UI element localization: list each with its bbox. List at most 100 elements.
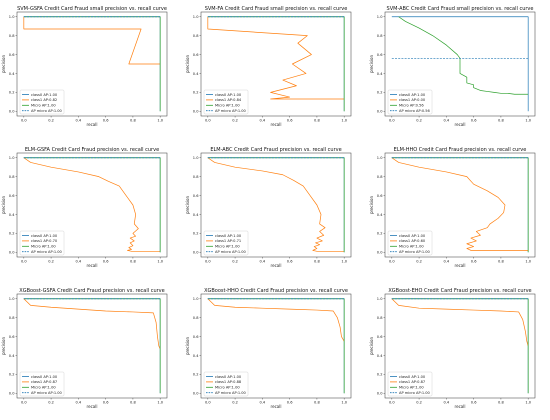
legend-entry: class1 AP:0.71 — [215, 239, 241, 243]
legend-entry: class1 AP:0.87 — [31, 380, 57, 384]
x-tick-label: 0.8 — [314, 119, 320, 123]
x-tick-label: 0.0 — [205, 119, 211, 123]
axes-frame — [200, 11, 352, 117]
axes-frame — [384, 152, 536, 258]
legend-entry: class0 AP:1.00 — [399, 234, 426, 238]
x-tick-label: 0.0 — [389, 401, 395, 405]
x-axis-label: recall — [271, 263, 282, 268]
legend-entry: AP micro AP:1.00 — [399, 250, 431, 254]
axes-frame — [200, 293, 352, 399]
x-axis-label: recall — [455, 263, 466, 268]
y-axis-label: precision — [1, 55, 6, 74]
y-tick-label: 0.2 — [193, 373, 199, 377]
x-tick-label: 0.6 — [471, 401, 477, 405]
legend-box — [387, 371, 433, 397]
x-tick-label: 1.0 — [157, 119, 163, 123]
y-tick-label: 0.0 — [9, 392, 15, 396]
x-axis-label: recall — [271, 404, 282, 409]
axes-frame — [384, 293, 536, 399]
x-tick-label: 1.0 — [525, 119, 531, 123]
legend-entry: class1 AP:0.88 — [215, 380, 242, 384]
y-tick-label: 0.2 — [9, 232, 15, 236]
x-tick-label: 0.4 — [444, 119, 450, 123]
series-line-1 — [23, 157, 161, 252]
y-tick-label: 0.4 — [193, 72, 199, 76]
x-axis-label: recall — [455, 404, 466, 409]
y-tick-label: 0.4 — [377, 213, 383, 217]
panel-svm-abc: SVM-ABC Credit Card Fraud small precisio… — [369, 6, 536, 127]
y-axis-label: precision — [369, 337, 374, 356]
panel-xgboost-gsfa: XGBoost-GSFA Credit Card Fraud precision… — [1, 288, 168, 409]
y-tick-label: 1.0 — [9, 156, 15, 160]
panel-title: SVM-FA Credit Card Fraud small precision… — [205, 6, 348, 12]
legend-entry: Micro AP:1.00 — [215, 104, 240, 108]
x-tick-label: 0.0 — [205, 260, 211, 264]
series-line-1 — [207, 157, 345, 252]
x-tick-label: 0.8 — [498, 401, 504, 405]
legend-box — [19, 371, 65, 397]
y-axis-label: precision — [185, 196, 190, 215]
y-tick-label: 0.6 — [377, 335, 383, 339]
x-tick-label: 0.4 — [444, 401, 450, 405]
legend-entry: Micro AP:1.00 — [215, 386, 240, 390]
legend-entry: class1 AP:0.70 — [31, 239, 58, 243]
y-tick-label: 0.4 — [9, 354, 15, 358]
y-tick-label: 0.0 — [193, 110, 199, 114]
x-tick-label: 0.4 — [444, 260, 450, 264]
panel-title: ELM-ABC Credit Card Fraud precision vs. … — [210, 147, 341, 153]
series-line-1 — [207, 16, 345, 100]
x-axis-label: recall — [455, 122, 466, 127]
panel-xgboost-eho: XGBoost-EHO Credit Card Fraud precision … — [369, 288, 536, 409]
legend-entry: AP micro AP:1.00 — [215, 391, 247, 395]
panel-title: XGBoost-GSFA Credit Card Fraud precision… — [19, 288, 164, 294]
x-tick-label: 0.8 — [314, 401, 320, 405]
x-tick-label: 0.6 — [287, 401, 293, 405]
y-tick-label: 0.0 — [193, 392, 199, 396]
x-tick-label: 0.2 — [48, 401, 54, 405]
legend-box — [203, 371, 249, 397]
legend-entry: AP micro AP:1.00 — [31, 109, 63, 113]
legend-entry: Micro AP:0.56 — [399, 104, 424, 108]
y-tick-label: 0.6 — [9, 194, 15, 198]
legend-entry: AP micro AP:1.00 — [215, 250, 247, 254]
x-tick-label: 1.0 — [525, 401, 531, 405]
legend-entry: AP micro AP:0.56 — [399, 109, 431, 113]
y-tick-label: 0.0 — [377, 251, 383, 255]
y-axis-label: precision — [185, 55, 190, 74]
legend-entry: class0 AP:1.00 — [31, 93, 58, 97]
legend-box — [203, 89, 249, 115]
panel-title: ELM-HHO Credit Card Fraud precision vs. … — [394, 147, 527, 153]
x-tick-label: 0.0 — [389, 119, 395, 123]
y-tick-label: 0.6 — [9, 335, 15, 339]
legend-entry: class0 AP:1.00 — [215, 234, 242, 238]
y-tick-label: 0.8 — [9, 175, 15, 179]
y-tick-label: 1.0 — [193, 15, 199, 19]
x-tick-label: 0.8 — [314, 260, 320, 264]
x-tick-label: 0.2 — [416, 119, 422, 123]
axes-frame — [16, 293, 168, 399]
x-tick-label: 0.8 — [130, 401, 136, 405]
y-tick-label: 0.2 — [193, 91, 199, 95]
y-tick-label: 0.4 — [377, 72, 383, 76]
x-tick-label: 0.0 — [21, 260, 27, 264]
y-tick-label: 0.4 — [377, 354, 383, 358]
x-axis-label: recall — [87, 263, 98, 268]
legend-entry: Micro AP:1.00 — [399, 245, 424, 249]
y-tick-label: 0.2 — [9, 373, 15, 377]
y-axis-label: precision — [185, 337, 190, 356]
series-line-2 — [398, 16, 529, 95]
legend-entry: class1 AP:0.82 — [31, 98, 57, 102]
legend-entry: Micro AP:1.00 — [215, 245, 240, 249]
y-axis-label: precision — [369, 55, 374, 74]
y-tick-label: 0.2 — [193, 232, 199, 236]
panel-elm-hho: ELM-HHO Credit Card Fraud precision vs. … — [369, 147, 536, 268]
y-tick-label: 1.0 — [193, 156, 199, 160]
x-tick-label: 0.0 — [21, 401, 27, 405]
x-tick-label: 0.2 — [416, 260, 422, 264]
y-tick-label: 0.8 — [377, 34, 383, 38]
x-axis-label: recall — [87, 404, 98, 409]
x-tick-label: 0.6 — [287, 260, 293, 264]
legend-entry: class1 AP:0.87 — [399, 380, 425, 384]
legend-box — [387, 89, 433, 115]
legend-entry: class1 AP:0.00 — [399, 98, 426, 102]
